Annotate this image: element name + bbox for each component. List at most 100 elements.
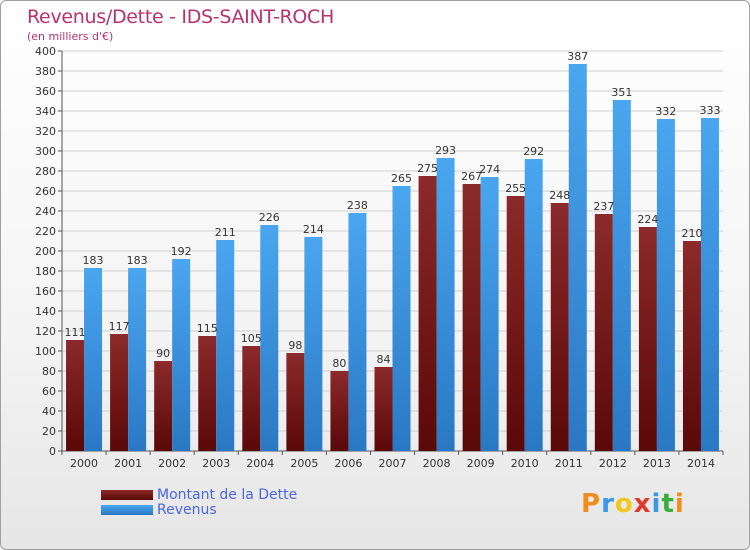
y-tick-label: 380	[35, 65, 56, 78]
y-tick-label: 60	[42, 385, 56, 398]
logo-letter: i	[674, 489, 685, 519]
data-label-revenue: 274	[479, 163, 500, 176]
bar-revenue	[84, 268, 103, 451]
data-label-debt: 105	[241, 332, 262, 345]
x-tick-label: 2002	[158, 457, 186, 470]
bar-debt	[154, 361, 173, 451]
bar-revenue	[172, 259, 191, 451]
bar-revenue	[260, 225, 279, 451]
bar-revenue	[128, 268, 147, 451]
data-label-revenue: 293	[435, 144, 456, 157]
bar-revenue	[304, 237, 323, 451]
data-label-debt: 117	[109, 320, 130, 333]
x-tick-label: 2005	[290, 457, 318, 470]
bar-debt	[594, 214, 613, 451]
data-label-revenue: 192	[171, 245, 192, 258]
x-tick-label: 2009	[467, 457, 495, 470]
bar-revenue	[480, 177, 499, 451]
data-label-revenue: 183	[127, 254, 148, 267]
logo-letter: o	[614, 489, 634, 519]
data-label-debt: 98	[288, 339, 302, 352]
data-label-debt: 115	[197, 322, 218, 335]
bar-debt	[242, 346, 261, 451]
y-tick-label: 280	[35, 165, 56, 178]
x-tick-label: 2008	[423, 457, 451, 470]
bar-revenue	[524, 159, 543, 451]
data-label-revenue: 214	[303, 223, 324, 236]
data-label-revenue: 333	[699, 104, 720, 117]
bars	[66, 64, 719, 451]
data-label-revenue: 351	[611, 86, 632, 99]
data-label-debt: 267	[461, 170, 482, 183]
x-tick-label: 2003	[202, 457, 230, 470]
y-tick-label: 260	[35, 185, 56, 198]
bar-revenue	[700, 118, 719, 451]
y-tick-label: 100	[35, 345, 56, 358]
logo-letter: x	[633, 489, 652, 519]
x-tick-label: 2007	[379, 457, 407, 470]
x-tick-label: 2006	[334, 457, 362, 470]
chart-subtitle: (en milliers d'€)	[27, 30, 114, 43]
y-tick-label: 20	[42, 425, 56, 438]
data-label-debt: 255	[505, 182, 526, 195]
data-label-revenue: 238	[347, 199, 368, 212]
bar-debt	[638, 227, 657, 451]
data-label-debt: 224	[637, 213, 658, 226]
data-label-debt: 111	[65, 326, 86, 339]
y-tick-label: 240	[35, 205, 56, 218]
y-tick-label: 300	[35, 145, 56, 158]
y-tick-label: 360	[35, 85, 56, 98]
logo-letter: r	[601, 489, 615, 519]
bar-debt	[66, 340, 85, 451]
bar-debt	[110, 334, 129, 451]
data-label-revenue: 332	[655, 105, 676, 118]
data-label-revenue: 226	[259, 211, 280, 224]
proxiti-logo: Proxiti	[581, 489, 685, 519]
data-label-debt: 210	[681, 227, 702, 240]
bar-revenue	[436, 158, 455, 451]
bar-revenue	[656, 119, 675, 451]
bar-revenue	[216, 240, 235, 451]
logo-letter: t	[661, 489, 675, 519]
bar-debt	[506, 196, 525, 451]
bar-revenue	[348, 213, 367, 451]
bar-debt	[682, 241, 701, 451]
y-tick-label: 160	[35, 285, 56, 298]
bar-debt	[462, 184, 481, 451]
bar-debt	[330, 371, 349, 451]
data-label-revenue: 387	[567, 50, 588, 63]
data-label-debt: 237	[593, 200, 614, 213]
y-tick-label: 120	[35, 325, 56, 338]
y-tick-label: 40	[42, 405, 56, 418]
y-tick-label: 0	[49, 445, 56, 458]
data-label-revenue: 265	[391, 172, 412, 185]
bar-debt	[286, 353, 305, 451]
x-tick-label: 2014	[687, 457, 715, 470]
x-tick-label: 2000	[70, 457, 98, 470]
legend-label-debt: Montant de la Dette	[157, 487, 298, 503]
y-tick-label: 340	[35, 105, 56, 118]
data-label-revenue: 211	[215, 226, 236, 239]
bar-debt	[374, 367, 393, 451]
logo-letter: i	[651, 489, 662, 519]
y-tick-label: 400	[35, 45, 56, 58]
data-labels: 111 183 117 183 90 192 115 211 105 226 98 214 80 238 8…	[65, 50, 721, 370]
y-tick-label: 180	[35, 265, 56, 278]
legend-label-revenue: Revenus	[157, 502, 217, 518]
data-label-revenue: 183	[83, 254, 104, 267]
bar-debt	[550, 203, 569, 451]
x-tick-label: 2010	[511, 457, 539, 470]
bar-revenue	[568, 64, 587, 451]
legend-swatch-debt	[101, 490, 153, 500]
data-label-debt: 84	[377, 353, 391, 366]
chart-title: Revenus/Dette - IDS-SAINT-ROCH	[27, 6, 335, 28]
data-label-revenue: 292	[523, 145, 544, 158]
y-tick-label: 140	[35, 305, 56, 318]
axes: 0 20 40 60 80 100 120 140 160 180 200 220 240 260 280 3…	[35, 45, 724, 470]
x-tick-label: 2011	[555, 457, 583, 470]
bar-debt	[418, 176, 437, 451]
legend-swatch-revenue	[101, 505, 153, 515]
data-label-debt: 90	[156, 347, 170, 360]
